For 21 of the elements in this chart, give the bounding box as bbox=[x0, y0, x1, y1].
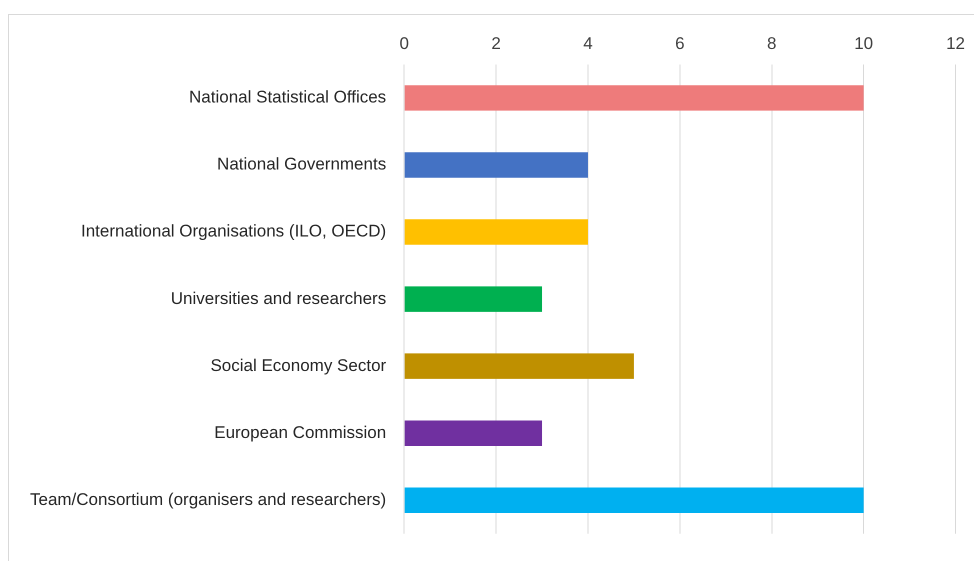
bar bbox=[404, 219, 588, 245]
bar bbox=[404, 420, 542, 446]
bar bbox=[404, 286, 542, 312]
x-tick-label: 6 bbox=[675, 34, 685, 53]
x-tick-label: 10 bbox=[854, 34, 874, 53]
x-tick-label: 12 bbox=[946, 34, 966, 53]
y-tick-label: European Commission bbox=[214, 422, 386, 442]
y-tick-label: Universities and researchers bbox=[170, 288, 386, 308]
x-tick-label: 0 bbox=[399, 34, 409, 53]
bar bbox=[404, 152, 588, 178]
y-tick-label: National Statistical Offices bbox=[189, 88, 386, 107]
y-tick-label: International Organisations (ILO, OECD) bbox=[81, 222, 386, 241]
x-tick-label: 8 bbox=[767, 34, 776, 53]
x-tick-label: 2 bbox=[491, 34, 501, 53]
y-tick-label: Team/Consortium (organisers and researchers) bbox=[30, 490, 386, 509]
bar bbox=[404, 85, 864, 111]
y-tick-label: National Governments bbox=[217, 154, 386, 174]
bar bbox=[404, 353, 634, 379]
bar bbox=[404, 488, 864, 514]
x-tick-label: 4 bbox=[583, 34, 593, 53]
y-tick-label: Social Economy Sector bbox=[210, 356, 387, 375]
